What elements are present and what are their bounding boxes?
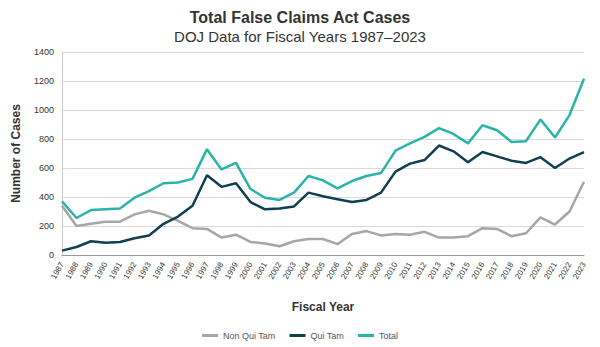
- svg-text:2015: 2015: [455, 260, 472, 280]
- svg-text:1000: 1000: [34, 105, 54, 115]
- svg-text:2023: 2023: [571, 260, 588, 280]
- svg-text:1999: 1999: [223, 260, 240, 280]
- svg-text:2001: 2001: [252, 260, 269, 280]
- svg-text:2009: 2009: [368, 260, 385, 280]
- svg-text:1991: 1991: [107, 260, 124, 280]
- svg-text:2019: 2019: [513, 260, 530, 280]
- svg-text:1989: 1989: [78, 260, 95, 280]
- svg-text:1987: 1987: [49, 260, 66, 280]
- svg-text:1994: 1994: [151, 260, 168, 280]
- svg-text:2000: 2000: [238, 260, 255, 280]
- svg-text:800: 800: [39, 134, 54, 144]
- svg-text:2017: 2017: [484, 260, 501, 280]
- svg-text:1993: 1993: [136, 260, 153, 280]
- svg-text:2012: 2012: [412, 260, 429, 280]
- svg-text:2004: 2004: [296, 260, 313, 280]
- svg-text:Qui Tam: Qui Tam: [311, 331, 344, 341]
- svg-text:2018: 2018: [499, 260, 516, 280]
- svg-text:2002: 2002: [267, 260, 284, 280]
- svg-text:1990: 1990: [93, 260, 110, 280]
- svg-text:Total: Total: [379, 331, 398, 341]
- svg-text:2013: 2013: [426, 260, 443, 280]
- svg-text:2006: 2006: [325, 260, 342, 280]
- svg-text:2021: 2021: [542, 260, 559, 280]
- svg-text:600: 600: [39, 163, 54, 173]
- svg-text:1998: 1998: [209, 260, 226, 280]
- svg-text:2010: 2010: [383, 260, 400, 280]
- svg-text:1996: 1996: [180, 260, 197, 280]
- svg-text:Number of Cases: Number of Cases: [9, 104, 23, 203]
- svg-text:2020: 2020: [528, 260, 545, 280]
- svg-text:0: 0: [49, 250, 54, 260]
- svg-text:2022: 2022: [557, 260, 574, 280]
- svg-text:2011: 2011: [397, 260, 414, 281]
- svg-text:400: 400: [39, 192, 54, 202]
- svg-text:1400: 1400: [34, 47, 54, 57]
- svg-text:1997: 1997: [194, 260, 211, 280]
- svg-text:Total False Claims Act Cases: Total False Claims Act Cases: [190, 9, 411, 26]
- svg-text:2008: 2008: [354, 260, 371, 280]
- svg-text:2005: 2005: [310, 260, 327, 280]
- svg-text:1988: 1988: [64, 260, 81, 280]
- svg-text:1200: 1200: [34, 76, 54, 86]
- svg-text:2014: 2014: [441, 260, 458, 280]
- svg-text:Non Qui Tam: Non Qui Tam: [223, 331, 275, 341]
- svg-text:1995: 1995: [165, 260, 182, 280]
- svg-text:2007: 2007: [339, 260, 356, 280]
- svg-text:Fiscal Year: Fiscal Year: [292, 300, 355, 314]
- svg-text:1992: 1992: [122, 260, 139, 280]
- svg-text:DOJ Data for Fiscal Years 1987: DOJ Data for Fiscal Years 1987–2023: [174, 28, 426, 45]
- svg-text:2016: 2016: [470, 260, 487, 280]
- svg-text:2003: 2003: [281, 260, 298, 280]
- svg-text:200: 200: [39, 221, 54, 231]
